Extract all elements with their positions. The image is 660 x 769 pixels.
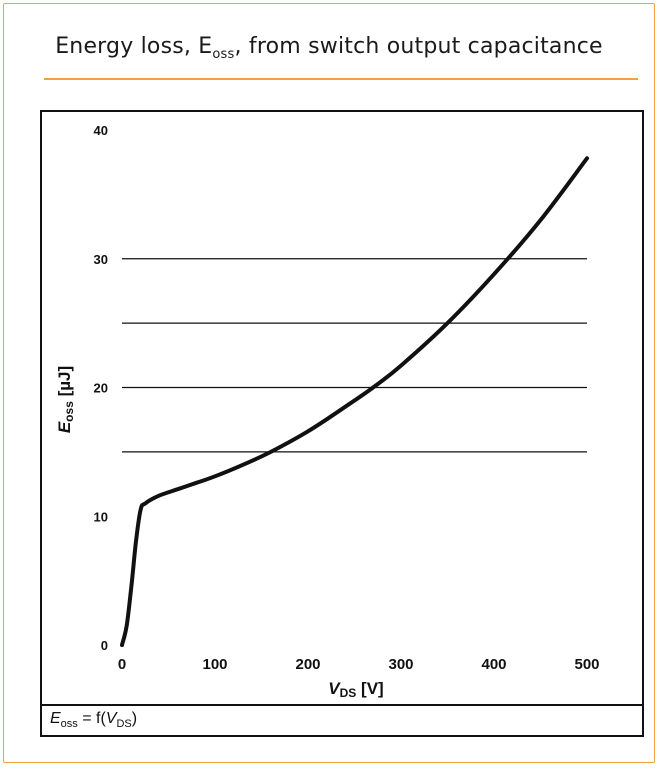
footer-eq: = f(: [77, 710, 106, 727]
plot-frame: [40, 110, 644, 706]
footer-v-sub: DS: [116, 718, 132, 731]
series-layer: [120, 156, 589, 647]
title-prefix: Energy loss, E: [55, 34, 213, 59]
y-axis-label: Eoss [µJ]: [55, 366, 76, 433]
y-tick-label: 0: [101, 638, 108, 653]
footer-e: E: [50, 710, 61, 727]
y-tick-labels: 0 10 20 30 40: [94, 123, 108, 653]
x-tick-label: 200: [295, 656, 320, 673]
x-tick-labels: 0 100 200 300 400 500: [118, 656, 600, 673]
footer-formula: Eoss = f(VDS): [40, 705, 644, 737]
footer-v: V: [105, 710, 117, 727]
x-tick-label: 0: [118, 656, 126, 673]
chart-card: Energy loss, Eoss, from switch output ca…: [3, 3, 655, 763]
y-axis-title: Eoss [µJ]: [55, 366, 76, 433]
y-tick-label: 20: [94, 381, 108, 396]
x-axis-label: VDS [V]: [328, 679, 383, 700]
x-tick-label: 300: [388, 656, 413, 673]
title-subscript: oss: [212, 47, 235, 62]
footer-e-sub: oss: [60, 718, 78, 731]
x-tick-label: 100: [202, 656, 227, 673]
x-tick-label: 500: [574, 656, 599, 673]
y-tick-label: 30: [94, 252, 108, 267]
y-tick-label: 10: [94, 509, 108, 524]
gridlines: [122, 258, 587, 453]
footer-close: ): [131, 710, 138, 727]
chart-svg: 0 10 20 30 40 0 100 200 300 400 500 Eoss [µJ] VDS…: [55, 123, 600, 700]
title-suffix: , from switch output capacitance: [234, 34, 603, 59]
chart-title: Energy loss, Eoss, from switch output ca…: [4, 34, 654, 62]
series-line-0: [120, 156, 589, 647]
y-tick-label: 40: [94, 123, 108, 138]
x-tick-label: 400: [481, 656, 506, 673]
x-axis-title: VDS [V]: [328, 679, 383, 700]
title-underline: [44, 78, 638, 80]
